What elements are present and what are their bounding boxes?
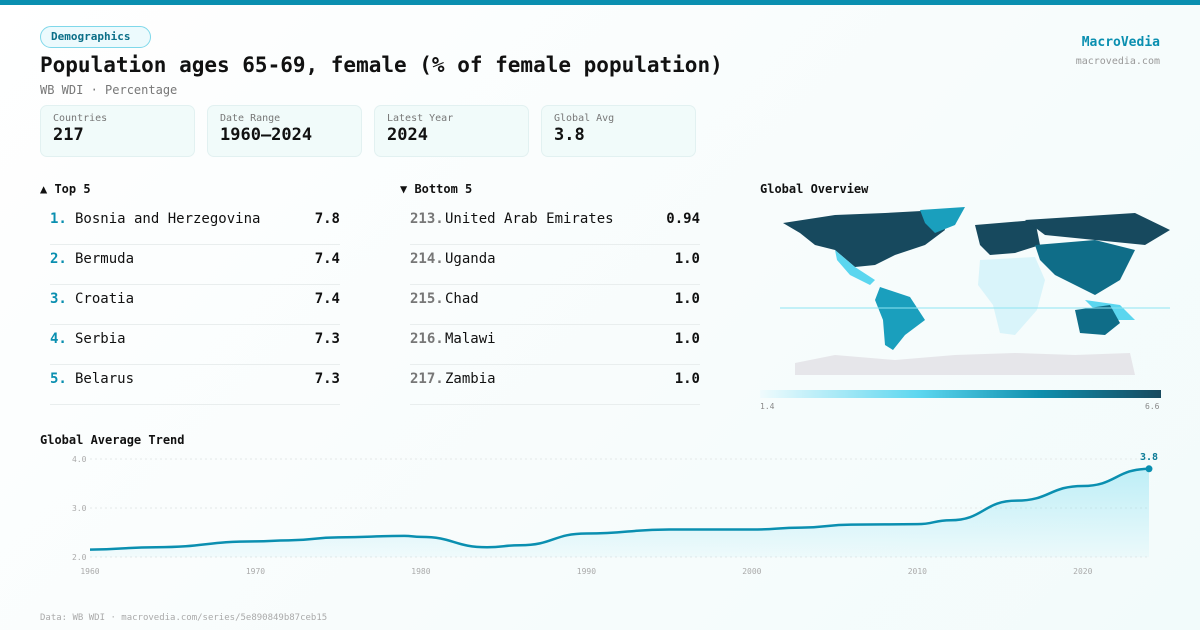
footer-source[interactable]: Data: WB WDI · macrovedia.com/series/5e8… [40,613,328,623]
top-accent-bar [0,0,1200,5]
map-asia[interactable] [1035,240,1135,295]
country-value: 1.0 [674,291,700,307]
stat-label: Date Range [220,113,281,124]
rank: 2. [50,251,67,267]
country-value: 7.4 [314,291,340,307]
country-value: 1.0 [674,251,700,267]
bottom5-list-item[interactable]: 214. Uganda 1.0 [410,245,700,285]
bottom5-list-item[interactable]: 216. Malawi 1.0 [410,325,700,365]
rank: 214. [410,251,444,267]
country-value: 7.8 [314,211,340,227]
page-subtitle: WB WDI · Percentage [40,83,178,97]
stat-date-range: Date Range 1960–2024 [207,105,362,157]
world-map[interactable] [775,205,1170,380]
y-tick-label: 2.0 [72,553,87,562]
legend-min: 1.4 [760,402,775,411]
stat-value: 3.8 [554,125,585,145]
map-central-america[interactable] [835,250,875,285]
country-value: 1.0 [674,371,700,387]
rank: 1. [50,211,67,227]
trend-line [89,467,1150,551]
trend-chart[interactable]: 2.0 3.0 4.0 1960 1970 1980 1990 2000 2010 2020 3.8 [0,440,1200,590]
page-title: Population ages 65-69, female (% of fema… [40,53,723,77]
trend-area [90,468,1149,557]
x-tick-label: 2020 [1073,567,1092,576]
stat-value: 1960–2024 [220,125,313,145]
stat-global-avg: Global Avg 3.8 [541,105,696,157]
rank: 217. [410,371,444,387]
rank: 216. [410,331,444,347]
rank: 4. [50,331,67,347]
country-name: Belarus [75,371,135,387]
stat-countries: Countries 217 [40,105,195,157]
bottom5-heading: ▼ Bottom 5 [400,182,473,196]
rank: 3. [50,291,67,307]
map-russia[interactable] [1025,213,1170,245]
category-badge[interactable]: Demographics [40,26,152,48]
map-antarctica [795,353,1135,375]
stat-value: 217 [53,125,84,145]
map-south-america[interactable] [875,287,925,350]
map-greenland[interactable] [920,207,965,233]
stat-latest-year: Latest Year 2024 [374,105,529,157]
x-tick-label: 2000 [742,567,761,576]
top5-list-item[interactable]: 5. Belarus 7.3 [50,365,340,405]
country-name: Malawi [445,331,496,347]
stat-value: 2024 [387,125,428,145]
top5-list-item[interactable]: 1. Bosnia and Herzegovina 7.8 [50,205,340,245]
end-value-label: 3.8 [1140,452,1158,463]
country-value: 1.0 [674,331,700,347]
map-legend-gradient [760,390,1161,398]
trend-title: Global Average Trend [40,433,185,447]
country-name: Bosnia and Herzegovina [75,211,261,227]
country-value: 7.3 [314,371,340,387]
map-title: Global Overview [760,182,869,196]
country-value: 0.94 [666,211,700,227]
stat-label: Countries [53,113,108,124]
map-africa[interactable] [978,257,1045,335]
brand-url[interactable]: macrovedia.com [1075,56,1160,67]
bottom5-list-item[interactable]: 217. Zambia 1.0 [410,365,700,405]
top5-list-item[interactable]: 3. Croatia 7.4 [50,285,340,325]
country-name: Uganda [445,251,496,267]
rank: 215. [410,291,444,307]
x-tick-label: 1970 [246,567,265,576]
x-tick-label: 1980 [411,567,430,576]
stat-label: Global Avg [554,113,615,124]
x-tick-label: 2010 [908,567,927,576]
rank: 213. [410,211,444,227]
y-tick-label: 4.0 [72,455,87,464]
top5-list-item[interactable]: 4. Serbia 7.3 [50,325,340,365]
rank: 5. [50,371,67,387]
country-name: Croatia [75,291,135,307]
map-australia[interactable] [1075,305,1120,335]
brand-logo[interactable]: MacroVedia [1081,35,1160,50]
country-name: Zambia [445,371,496,387]
country-name: Serbia [75,331,126,347]
y-tick-label: 3.0 [72,504,87,513]
x-tick-label: 1990 [577,567,596,576]
bottom5-list-item[interactable]: 213. United Arab Emirates 0.94 [410,205,700,245]
map-north-america[interactable] [783,210,945,267]
end-point-marker [1145,465,1153,473]
top5-heading: ▲ Top 5 [40,182,91,196]
map-europe[interactable] [975,220,1040,255]
country-name: Chad [445,291,479,307]
country-value: 7.3 [314,331,340,347]
top5-list-item[interactable]: 2. Bermuda 7.4 [50,245,340,285]
country-name: Bermuda [75,251,135,267]
bottom5-list-item[interactable]: 215. Chad 1.0 [410,285,700,325]
stat-label: Latest Year [387,113,454,124]
country-name: United Arab Emirates [445,211,614,227]
country-value: 7.4 [314,251,340,267]
legend-max: 6.6 [1145,402,1160,411]
x-tick-label: 1960 [80,567,99,576]
